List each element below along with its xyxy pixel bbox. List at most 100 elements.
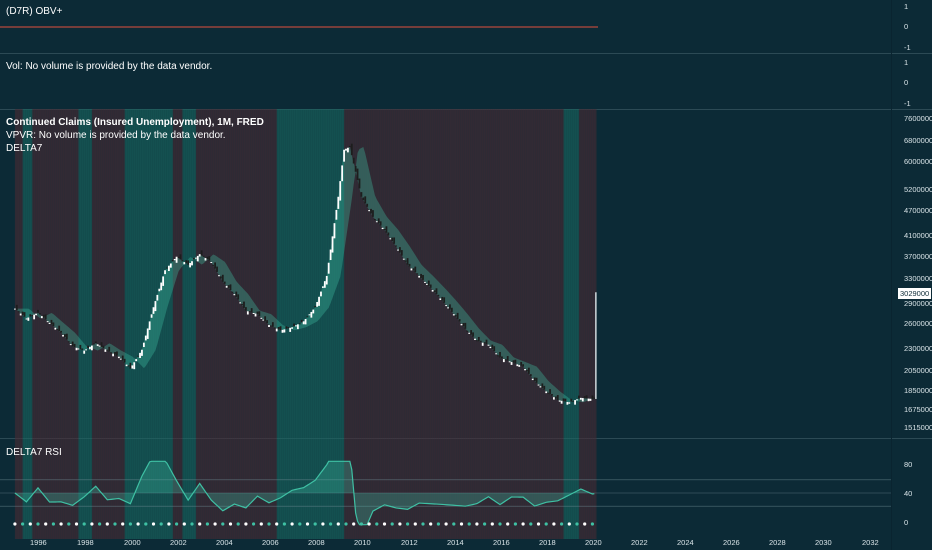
rsi-signal-dot <box>413 522 417 526</box>
candle <box>183 262 186 265</box>
candle <box>487 344 490 346</box>
bull-zone <box>184 109 187 539</box>
pane-divider-1[interactable] <box>0 53 932 54</box>
bear-zone <box>346 109 349 539</box>
bear-zone <box>519 109 522 539</box>
bear-zone <box>394 109 397 539</box>
candle <box>400 250 403 256</box>
candle <box>383 229 386 231</box>
bear-zone <box>64 109 68 539</box>
bull-zone <box>134 109 137 539</box>
candle <box>522 364 524 367</box>
candle <box>504 359 507 361</box>
candle <box>281 329 284 333</box>
delta7-label[interactable]: DELTA7 <box>6 143 43 154</box>
bull-zone <box>149 109 152 539</box>
bear-zone <box>20 109 23 539</box>
bear-zone <box>95 109 98 539</box>
candle <box>285 326 288 329</box>
candle <box>23 312 26 317</box>
candle <box>379 221 382 226</box>
bull-zone <box>307 109 310 539</box>
rsi-signal-dot <box>375 522 379 526</box>
bear-zone <box>424 109 428 539</box>
candle <box>67 341 70 343</box>
candle <box>295 325 297 327</box>
rsi-tick: 0 <box>904 518 909 527</box>
candle <box>524 369 526 371</box>
candle <box>266 320 268 324</box>
candle <box>298 323 301 325</box>
bear-zone <box>415 109 418 539</box>
candle <box>216 266 218 272</box>
bear-zone <box>251 109 254 539</box>
candle <box>462 322 465 327</box>
bull-zone <box>159 109 162 539</box>
candle <box>441 296 444 301</box>
candle <box>593 397 596 399</box>
candle <box>198 254 201 257</box>
rsi-pane-label[interactable]: DELTA7 RSI <box>6 447 62 458</box>
bear-zone <box>118 109 122 539</box>
bull-zone <box>84 109 87 539</box>
bear-zone <box>357 109 360 539</box>
candle <box>125 364 128 367</box>
bear-zone <box>515 109 518 539</box>
bear-zone <box>107 109 110 539</box>
price-tick: 6000000 <box>904 157 932 166</box>
candle <box>549 389 551 395</box>
candle <box>518 365 521 367</box>
bull-zone <box>22 109 25 539</box>
bear-zone <box>449 109 453 539</box>
main-chart-title[interactable]: Continued Claims (Insured Unemployment),… <box>6 117 264 128</box>
candle <box>114 352 116 355</box>
candle <box>200 250 203 256</box>
bear-zone <box>232 109 235 539</box>
price-tick: 6800000 <box>904 136 932 145</box>
candle <box>193 257 195 260</box>
bull-zone <box>30 109 33 539</box>
candle <box>106 349 109 351</box>
rsi-signal-dot <box>506 522 510 526</box>
candle <box>358 178 361 189</box>
candle <box>447 307 449 309</box>
candle <box>325 275 328 285</box>
bear-zone <box>70 109 73 539</box>
bull-zone <box>282 109 285 539</box>
candle <box>256 311 259 315</box>
candle <box>591 395 594 399</box>
bull-zone <box>336 109 339 539</box>
candle <box>412 268 415 271</box>
bear-zone <box>490 109 493 539</box>
bull-zone <box>141 109 145 539</box>
vol-tick: 1 <box>904 58 909 67</box>
bear-zone <box>390 109 393 539</box>
vol-pane-label[interactable]: Vol: No volume is provided by the data v… <box>6 61 213 72</box>
bear-zone <box>407 109 410 539</box>
candle <box>501 356 503 359</box>
candle <box>154 301 157 312</box>
candle <box>264 316 267 322</box>
rsi-signal-dot <box>305 522 310 526</box>
bull-zone <box>193 109 197 539</box>
candle <box>239 302 242 304</box>
obv-pane-label[interactable]: (D7R) OBV+ <box>6 6 63 17</box>
candle <box>533 377 536 382</box>
candle <box>87 345 89 349</box>
bull-zone <box>151 109 154 539</box>
vpvr-label[interactable]: VPVR: No volume is provided by the data … <box>6 130 226 141</box>
candle <box>287 327 290 329</box>
rsi-signal-dot <box>583 522 587 526</box>
rsi-signal-dot <box>51 522 56 526</box>
x-tick: 2028 <box>769 538 786 547</box>
candle <box>483 342 486 344</box>
bear-zone <box>199 109 202 539</box>
bear-zone <box>245 109 249 539</box>
candle <box>343 149 345 162</box>
bull-zone <box>143 109 147 539</box>
obv-tick: 1 <box>904 2 909 11</box>
bear-zone <box>584 109 587 539</box>
bear-zone <box>365 109 368 539</box>
candle <box>212 264 215 266</box>
